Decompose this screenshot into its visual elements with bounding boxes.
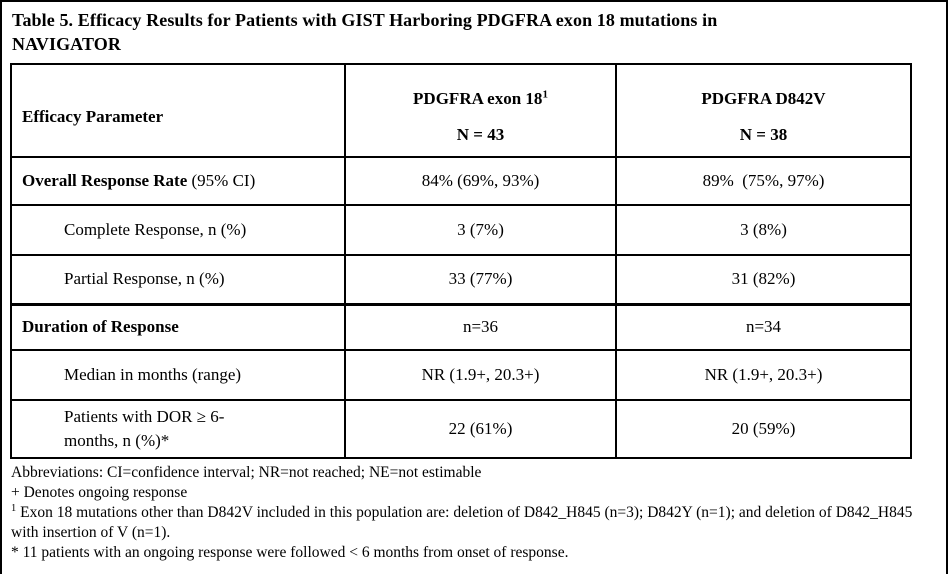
table-title-line1: Table 5. Efficacy Results for Patients w… <box>12 10 718 30</box>
header-exon18-n: N = 43 <box>456 125 505 144</box>
row-label-partial-response: Partial Response, n (%) <box>10 254 346 305</box>
header-pdgfra-exon-18: PDGFRA exon 181 N = 43 <box>344 63 617 158</box>
table-row-complete-response: Complete Response, n (%) 3 (7%) 3 (8%) <box>10 204 912 256</box>
table-title: Table 5. Efficacy Results for Patients w… <box>12 8 936 56</box>
value-d842v-dor-n: n=34 <box>615 302 912 351</box>
footnote-abbreviations: Abbreviations: CI=confidence interval; N… <box>11 463 941 483</box>
footnote-text: Abbreviations: CI=confidence interval; N… <box>11 464 482 481</box>
row-label-complete-response: Complete Response, n (%) <box>10 204 346 256</box>
value-exon18-median: NR (1.9+, 20.3+) <box>344 349 617 401</box>
row-label-rest: (95% CI) <box>187 171 256 190</box>
row-label-line1: Patients with DOR ≥ 6- <box>64 407 225 426</box>
row-label-bold: Overall Response Rate <box>22 171 188 190</box>
efficacy-results-table: Efficacy Parameter PDGFRA exon 181 N = 4… <box>10 63 912 459</box>
footnote-text: + Denotes ongoing response <box>11 484 188 501</box>
value-d842v-median: NR (1.9+, 20.3+) <box>615 349 912 401</box>
header-pdgfra-d842v-label: PDGFRA D842V <box>701 89 826 108</box>
header-d842v-n: N = 38 <box>739 125 788 144</box>
header-efficacy-parameter: Efficacy Parameter <box>10 63 346 158</box>
footnote-sup-marker: 1 <box>11 502 17 514</box>
header-pdgfra-exon-18-label: PDGFRA exon 18 <box>413 89 543 108</box>
header-exon18-footnote-marker: 1 <box>542 88 548 101</box>
row-label-median-months: Median in months (range) <box>10 349 346 401</box>
row-label-bold: Duration of Response <box>22 317 179 337</box>
value-d842v-partial-response: 31 (82%) <box>615 254 912 305</box>
row-label-duration-of-response: Duration of Response <box>10 302 346 351</box>
table-title-line2: NAVIGATOR <box>12 34 121 54</box>
value-d842v-dor-6mo: 20 (59%) <box>615 399 912 459</box>
header-efficacy-parameter-label: Efficacy Parameter <box>22 107 164 126</box>
value-exon18-partial-response: 33 (77%) <box>344 254 617 305</box>
footnote-exon18-mutations: 1 Exon 18 mutations other than D842V inc… <box>11 503 941 543</box>
value-exon18-orr: 84% (69%, 93%) <box>344 156 617 206</box>
row-label-dor-6-months: Patients with DOR ≥ 6- months, n (%)* <box>10 399 346 459</box>
value-d842v-orr: 89% (75%, 97%) <box>615 156 912 206</box>
value-d842v-complete-response: 3 (8%) <box>615 204 912 256</box>
footnote-text: Exon 18 mutations other than D842V inclu… <box>11 504 913 541</box>
row-label-rest: Median in months (range) <box>64 365 242 384</box>
table-row-overall-response-rate: Overall Response Rate (95% CI) 84% (69%,… <box>10 156 912 206</box>
row-label-rest: Complete Response, n (%) <box>64 220 247 239</box>
row-label-line2: months, n (%)* <box>64 431 170 450</box>
footnotes: Abbreviations: CI=confidence interval; N… <box>11 463 941 563</box>
table-row-duration-of-response: Duration of Response n=36 n=34 <box>10 302 912 351</box>
header-row: Efficacy Parameter PDGFRA exon 181 N = 4… <box>10 63 912 158</box>
footnote-plus-ongoing: + Denotes ongoing response <box>11 483 941 503</box>
row-label-overall-response-rate: Overall Response Rate (95% CI) <box>10 156 346 206</box>
footnote-text: * 11 patients with an ongoing response w… <box>11 544 569 561</box>
value-exon18-complete-response: 3 (7%) <box>344 204 617 256</box>
table-row-dor-6-months: Patients with DOR ≥ 6- months, n (%)* 22… <box>10 399 912 459</box>
value-exon18-dor-n: n=36 <box>344 302 617 351</box>
header-pdgfra-d842v: PDGFRA D842V N = 38 <box>615 63 912 158</box>
row-label-rest: Partial Response, n (%) <box>64 269 225 289</box>
table-row-median-months: Median in months (range) NR (1.9+, 20.3+… <box>10 349 912 401</box>
table-row-partial-response: Partial Response, n (%) 33 (77%) 31 (82%… <box>10 254 912 305</box>
value-exon18-dor-6mo: 22 (61%) <box>344 399 617 459</box>
footnote-asterisk-followup: * 11 patients with an ongoing response w… <box>11 543 941 563</box>
